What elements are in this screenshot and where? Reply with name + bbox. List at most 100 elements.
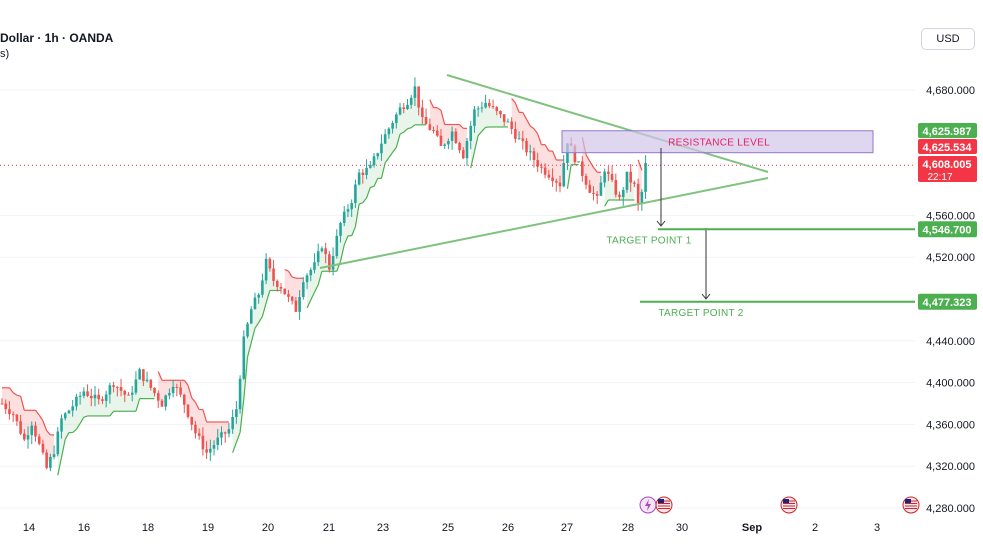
- candle-body: [135, 379, 138, 392]
- candle-body: [536, 160, 539, 167]
- candle-body: [187, 405, 190, 417]
- x-tick-label: 25: [442, 522, 454, 534]
- candle-body: [518, 138, 521, 139]
- candle-body: [399, 107, 402, 114]
- resistance-label: RESISTANCE LEVEL: [668, 138, 770, 149]
- candle-body: [588, 185, 591, 193]
- candle-body: [347, 209, 350, 212]
- y-tick-label: 4,440.000: [926, 336, 975, 348]
- candle-body: [261, 280, 264, 294]
- x-tick-label: 30: [676, 522, 688, 534]
- candle-body: [49, 457, 52, 468]
- candle-body: [466, 141, 469, 158]
- candle-body: [42, 444, 45, 453]
- symbol-title: Dollar · 1h · OANDA: [0, 31, 113, 45]
- candle-body: [339, 223, 342, 236]
- candle-body: [146, 380, 149, 381]
- lower-trendline[interactable]: [320, 178, 768, 268]
- x-tick-label: 27: [561, 522, 573, 534]
- x-tick-label: 14: [23, 522, 35, 534]
- candle-body: [410, 98, 413, 105]
- candle-body: [514, 129, 517, 139]
- candle-body: [194, 425, 197, 434]
- candle-body: [388, 129, 391, 135]
- x-tick-label: 26: [502, 522, 514, 534]
- candle-body: [581, 161, 584, 176]
- y-tick-label: 4,400.000: [926, 378, 975, 390]
- supertrend-fill: [114, 386, 118, 411]
- candle-body: [27, 435, 30, 439]
- candle-body: [321, 248, 324, 251]
- candle-body: [176, 387, 179, 388]
- price-tag-label: 4,625.987: [923, 126, 972, 138]
- candle-body: [395, 114, 398, 123]
- candle-body: [216, 438, 219, 445]
- candle-body: [265, 259, 268, 281]
- target-price-label-2: 4,477.323: [923, 297, 972, 309]
- candle-body: [75, 397, 78, 407]
- candle-body: [213, 445, 216, 449]
- price-tag-label: 4,625.534: [923, 142, 973, 154]
- candle-body: [306, 275, 309, 282]
- candle-body: [440, 136, 443, 146]
- candle-body: [559, 183, 562, 187]
- candle-body: [164, 395, 167, 406]
- candle-body: [484, 103, 487, 108]
- flag-canton: [658, 499, 664, 503]
- candle-body: [406, 105, 409, 109]
- candle-body: [596, 194, 599, 196]
- supertrend-fill: [95, 396, 99, 415]
- price-tag-label: 4,608.005: [923, 159, 972, 171]
- candle-body: [235, 409, 238, 417]
- candle-body: [53, 454, 56, 457]
- candle-body: [603, 172, 606, 183]
- x-tick-label: 16: [78, 522, 90, 534]
- supertrend-fill: [556, 160, 560, 184]
- candle-body: [618, 195, 621, 197]
- supertrend-fill: [530, 126, 534, 156]
- candle-body: [23, 434, 26, 440]
- candle-body: [309, 270, 312, 275]
- candle-body: [443, 144, 446, 145]
- candle-body: [68, 411, 71, 414]
- candle-body: [94, 395, 97, 399]
- candle-body: [142, 369, 145, 381]
- candle-body: [30, 426, 33, 436]
- candle-body: [239, 379, 242, 410]
- candle-body: [477, 108, 480, 109]
- currency-button[interactable]: USD: [921, 28, 975, 50]
- candle-body: [343, 212, 346, 223]
- candle-body: [16, 415, 19, 422]
- candle-body: [332, 256, 335, 270]
- candle-body: [4, 404, 7, 410]
- candle-body: [548, 175, 551, 178]
- candle-body: [116, 387, 119, 388]
- candle-body: [600, 183, 603, 196]
- supertrend-fill: [24, 410, 28, 437]
- x-tick-label: 21: [323, 522, 335, 534]
- candle-body: [462, 150, 465, 158]
- candle-body: [432, 130, 435, 131]
- candle-body: [83, 391, 86, 395]
- candle-body: [373, 156, 376, 165]
- candle-body: [577, 161, 580, 162]
- candle-body: [112, 385, 115, 387]
- x-tick-label: 3: [874, 522, 880, 534]
- supertrend-fill: [489, 104, 493, 127]
- candle-body: [626, 172, 629, 190]
- candle-body: [224, 432, 227, 433]
- candle-body: [529, 151, 532, 152]
- candle-body: [12, 414, 15, 415]
- candle-body: [157, 393, 160, 400]
- candle-body: [105, 395, 108, 401]
- candle-body: [488, 103, 491, 106]
- candle-body: [38, 437, 41, 444]
- candle-body: [492, 106, 495, 107]
- candle-body: [183, 395, 186, 405]
- candle-body: [246, 324, 249, 337]
- candle-body: [287, 294, 290, 297]
- candle-body: [179, 387, 182, 394]
- candle-body: [555, 181, 558, 183]
- indicator-label: s): [0, 48, 9, 60]
